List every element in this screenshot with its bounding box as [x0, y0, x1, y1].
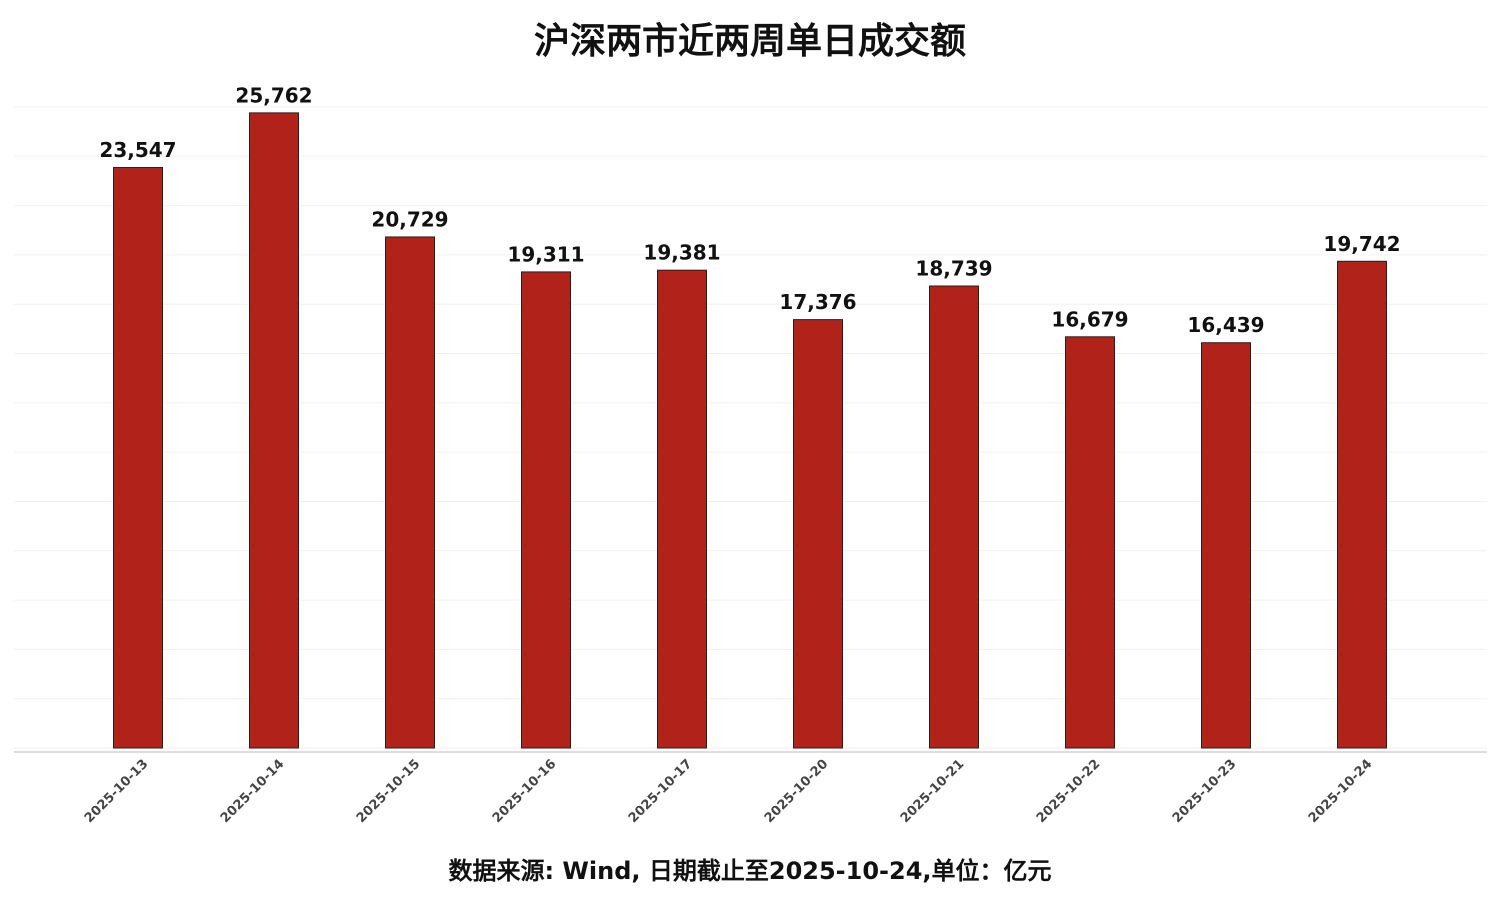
- x-tick-label: 2025-10-14: [218, 757, 287, 826]
- x-tick-label: 2025-10-24: [1306, 757, 1375, 826]
- bar: [929, 285, 979, 749]
- data-label: 17,376: [779, 290, 856, 314]
- data-label: 19,742: [1323, 232, 1400, 256]
- bar: [793, 319, 843, 749]
- data-label: 20,729: [371, 207, 448, 231]
- data-label: 19,381: [643, 241, 720, 265]
- bar: [657, 269, 707, 749]
- data-label: 18,739: [915, 257, 992, 281]
- bar: [521, 271, 571, 749]
- data-label: 16,679: [1051, 307, 1128, 331]
- x-tick-label: 2025-10-21: [898, 757, 967, 826]
- source-note: 数据来源: Wind, 日期截止至2025-10-24,单位：亿元: [448, 857, 1051, 885]
- x-tick-label: 2025-10-15: [354, 757, 423, 826]
- x-tick-label: 2025-10-17: [626, 757, 695, 826]
- bar: [385, 236, 435, 749]
- bar: [1201, 342, 1251, 749]
- data-label: 25,762: [235, 83, 312, 107]
- x-tick-label: 2025-10-13: [82, 757, 151, 826]
- bar: [1337, 260, 1387, 749]
- x-tick-label: 2025-10-20: [762, 757, 831, 826]
- bar: [1065, 336, 1115, 749]
- data-label: 19,311: [507, 242, 584, 266]
- chart-title: 沪深两市近两周单日成交额: [534, 20, 966, 62]
- x-tick-label: 2025-10-23: [1170, 757, 1239, 826]
- data-label: 23,547: [99, 138, 176, 162]
- x-tick-label: 2025-10-22: [1034, 757, 1103, 826]
- bar: [249, 112, 299, 749]
- x-tick-label: 2025-10-16: [490, 757, 559, 826]
- bar: [113, 166, 163, 749]
- data-label: 16,439: [1187, 313, 1264, 337]
